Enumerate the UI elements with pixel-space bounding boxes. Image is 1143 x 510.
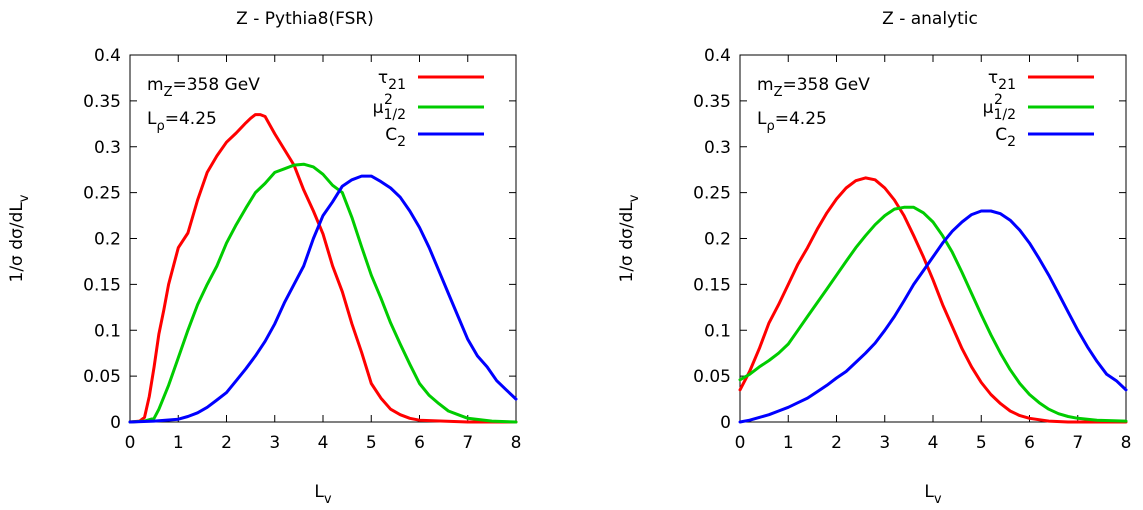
mass-annotation: mZ=358 GeV [147,75,260,100]
x-tick-label: 2 [221,433,232,453]
y-tick-label: 0.05 [83,367,121,387]
y-tick-label: 0.15 [693,275,731,295]
y-tick-label: 0.4 [704,46,731,66]
y-tick-label: 0 [110,413,121,433]
x-tick-label: 2 [831,433,842,453]
x-tick-label: 7 [462,433,473,453]
y-axis-label: 1/σ dσ/dLv [617,194,642,282]
y-tick-label: 0.2 [94,230,121,250]
series-line-mu12 [738,205,1128,423]
analytic-panel: Z - analytic 0 1 2 3 4 5 6 7 8 0 0.05 0.1 0.15 0.2 0.25… [617,9,1131,507]
x-axis-label: Lv [924,482,941,507]
lrho-annotation: Lρ=4.25 [147,109,217,134]
y-tick-label: 0.3 [704,138,731,158]
legend-label-tau21: τ21 [378,68,406,93]
legend-label-mu12: μ1/22 [983,92,1016,123]
x-tick-label: 3 [879,433,890,453]
y-tick-label: 0.2 [704,230,731,250]
x-tick-label: 5 [366,433,377,453]
legend-label-c2: C2 [385,125,406,150]
pythia-panel: Z - Pythia8(FSR) 0 1 2 3 4 5 6 7 8 0 0.05 0.1 0.15 0.2… [7,9,521,507]
y-axis-label: 1/σ dσ/dLv [7,194,32,282]
series-line-mu12 [128,162,518,424]
chart-title: Z - analytic [882,9,978,29]
lrho-annotation: Lρ=4.25 [757,109,827,134]
y-tick-label: 0 [720,413,731,433]
y-tick-label: 0.35 [83,92,121,112]
x-tick-label: 3 [269,433,280,453]
x-tick-label: 6 [1024,433,1035,453]
y-tick-label: 0.15 [83,275,121,295]
y-tick-label: 0.1 [94,321,121,341]
y-tick-label: 0.4 [94,46,121,66]
y-tick-label: 0.05 [693,367,731,387]
x-tick-label: 5 [976,433,987,453]
x-tick-label: 8 [1121,433,1132,453]
mass-annotation: mZ=358 GeV [757,75,870,100]
y-tick-label: 0.3 [94,138,121,158]
series-line-c2 [738,209,1128,424]
series-line-tau21 [128,113,518,424]
legend-label-mu12: μ1/22 [373,92,406,123]
y-tick-label: 0.1 [704,321,731,341]
legend-label-tau21: τ21 [988,68,1016,93]
series-line-c2 [128,174,518,424]
chart-title: Z - Pythia8(FSR) [236,9,374,29]
x-tick-label: 1 [783,433,794,453]
x-tick-label: 7 [1072,433,1083,453]
y-tick-label: 0.25 [693,184,731,204]
y-tick-label: 0.25 [83,184,121,204]
legend-label-c2: C2 [995,125,1016,150]
x-tick-label: 0 [125,433,136,453]
y-tick-label: 0.35 [693,92,731,112]
x-tick-label: 4 [928,433,939,453]
x-tick-label: 1 [173,433,184,453]
x-tick-label: 8 [511,433,522,453]
x-tick-label: 6 [414,433,425,453]
x-tick-label: 0 [735,433,746,453]
series-line-tau21 [738,176,1128,424]
x-axis-label: Lv [314,482,331,507]
x-tick-label: 4 [318,433,329,453]
